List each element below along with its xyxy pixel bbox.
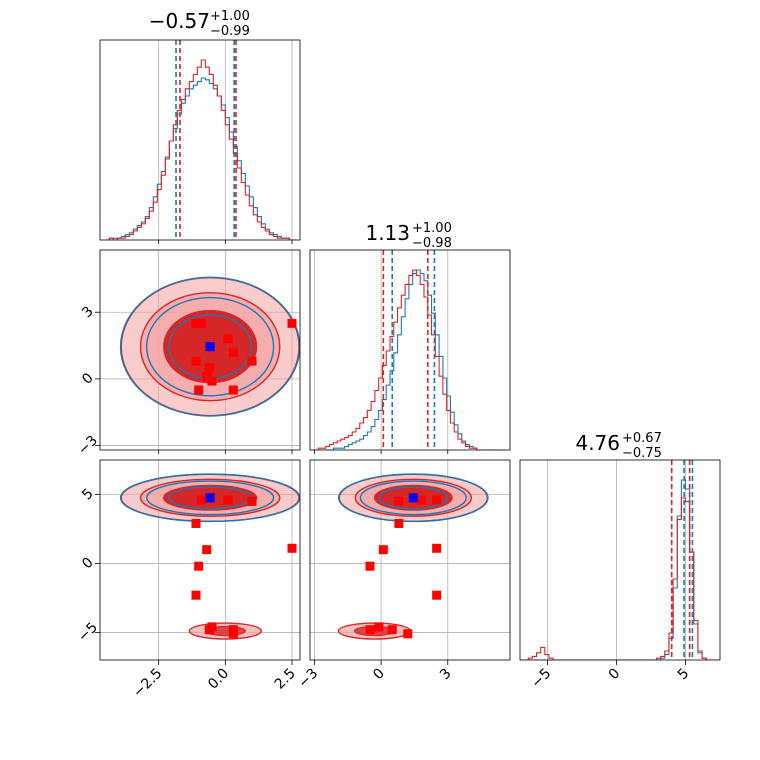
ytick-label-2-1: 0 bbox=[79, 555, 97, 573]
marker-red-s10-4 bbox=[194, 385, 204, 395]
marker-red-s20-3 bbox=[247, 496, 257, 506]
marker-red-s10-3 bbox=[247, 356, 257, 366]
marker-red-s20-6 bbox=[191, 590, 201, 600]
xtick-label-0-1: 0.0 bbox=[205, 666, 232, 693]
xtick-label-1-2: 3 bbox=[437, 666, 455, 684]
frame-s20 bbox=[99, 459, 301, 661]
marker-red-s10-8 bbox=[228, 347, 238, 357]
marker-red-s10-6 bbox=[191, 318, 201, 328]
histogram-red-1 bbox=[314, 269, 504, 450]
marker-red-s21-7 bbox=[374, 622, 384, 632]
ytick-label-2-2: 5 bbox=[79, 486, 97, 504]
marker-red-s21-0 bbox=[432, 495, 442, 505]
contour-blue-s21-1 bbox=[359, 480, 467, 516]
title-2-median: 4.76 bbox=[575, 431, 620, 455]
contour-blue-s10-1 bbox=[145, 296, 275, 397]
marker-red-s10-5 bbox=[228, 385, 238, 395]
marker-red-s10-11 bbox=[223, 334, 233, 344]
marker-red-s21-6 bbox=[432, 590, 442, 600]
histogram-red-2 bbox=[520, 497, 719, 660]
marker-red-s10-9 bbox=[287, 318, 297, 328]
marker-red-s20-9 bbox=[287, 543, 297, 553]
marker-red-s21-1 bbox=[394, 518, 404, 528]
title-1-median: 1.13 bbox=[365, 221, 410, 245]
xtick-label-2-0: −5 bbox=[529, 666, 555, 692]
marker-red-s21-4 bbox=[365, 561, 375, 571]
xtick-label-1-1: 0 bbox=[370, 666, 388, 684]
histogram-blue-2 bbox=[520, 479, 719, 660]
marker-blue-s21 bbox=[408, 493, 418, 503]
frame-d2 bbox=[519, 459, 721, 661]
marker-red-s10-7 bbox=[207, 376, 217, 386]
marker-red-s21-8 bbox=[403, 629, 413, 639]
marker-red-s21-11 bbox=[416, 495, 426, 505]
marker-red-s20-2 bbox=[202, 545, 212, 555]
marker-red-s21-5 bbox=[365, 625, 375, 635]
marker-red-s21-9 bbox=[432, 543, 442, 553]
xtick-label-2-2: 5 bbox=[675, 666, 693, 684]
title-param-1: 1.13 +1.00 −0.98 bbox=[365, 221, 451, 251]
contour-blue-s21-2 bbox=[378, 486, 449, 510]
contour-blue-s20-1 bbox=[145, 480, 275, 516]
marker-red-s20-8 bbox=[228, 629, 238, 639]
histogram-red-0 bbox=[105, 59, 298, 240]
marker-red-s20-11 bbox=[223, 495, 233, 505]
title-0-median: −0.57 bbox=[149, 9, 210, 33]
marker-blue-s10 bbox=[205, 342, 215, 352]
scatter-panel-1-0 bbox=[100, 250, 300, 450]
frame-d1 bbox=[309, 249, 511, 451]
marker-red-s10-2 bbox=[202, 372, 212, 382]
marker-red-s10-0 bbox=[196, 318, 206, 328]
ytick-label-1-0: −3 bbox=[75, 433, 101, 459]
title-1-minus: −0.98 bbox=[412, 236, 452, 251]
marker-red-s10-1 bbox=[191, 356, 201, 366]
title-0-minus: −0.99 bbox=[210, 24, 250, 39]
histogram-blue-0 bbox=[105, 77, 298, 240]
marker-red-s20-1 bbox=[191, 518, 201, 528]
xtick-label-0-0: −2.5 bbox=[130, 666, 165, 701]
xtick-label-2-1: 0 bbox=[606, 666, 624, 684]
marker-red-s21-2 bbox=[378, 545, 388, 555]
marginal-panel-2 bbox=[520, 460, 719, 660]
xtick-label-1-0: −3 bbox=[295, 666, 321, 692]
marker-blue-s20 bbox=[205, 493, 215, 503]
marker-red-s21-10 bbox=[387, 625, 397, 635]
marker-red-s20-0 bbox=[196, 495, 206, 505]
frame-d0 bbox=[99, 39, 301, 241]
histogram-blue-1 bbox=[314, 269, 504, 450]
scatter-panel-2-1 bbox=[310, 460, 510, 660]
marker-red-s20-4 bbox=[194, 561, 204, 571]
title-2-minus: −0.75 bbox=[622, 446, 662, 461]
ytick-label-1-1: 0 bbox=[79, 370, 97, 388]
marker-red-s20-10 bbox=[204, 625, 214, 635]
ytick-label-1-2: 3 bbox=[79, 303, 97, 321]
xtick-label-0-2: 2.5 bbox=[272, 666, 299, 693]
frame-s21 bbox=[309, 459, 511, 661]
title-param-0: −0.57 +1.00 −0.99 bbox=[149, 9, 250, 39]
marker-red-s10-10 bbox=[204, 363, 214, 373]
ytick-label-2-0: −5 bbox=[75, 619, 101, 645]
marker-red-s21-3 bbox=[394, 496, 404, 506]
marginal-panel-1 bbox=[314, 250, 504, 450]
title-1-plus: +1.00 bbox=[412, 221, 452, 236]
marginal-panel-0 bbox=[105, 40, 298, 240]
frame-s10 bbox=[99, 249, 301, 451]
title-param-2: 4.76 +0.67 −0.75 bbox=[575, 431, 661, 461]
scatter-panel-2-0 bbox=[100, 460, 300, 660]
contour-blue-s21-0 bbox=[337, 473, 489, 523]
title-0-plus: +1.00 bbox=[210, 9, 250, 24]
title-2-plus: +0.67 bbox=[622, 431, 662, 446]
